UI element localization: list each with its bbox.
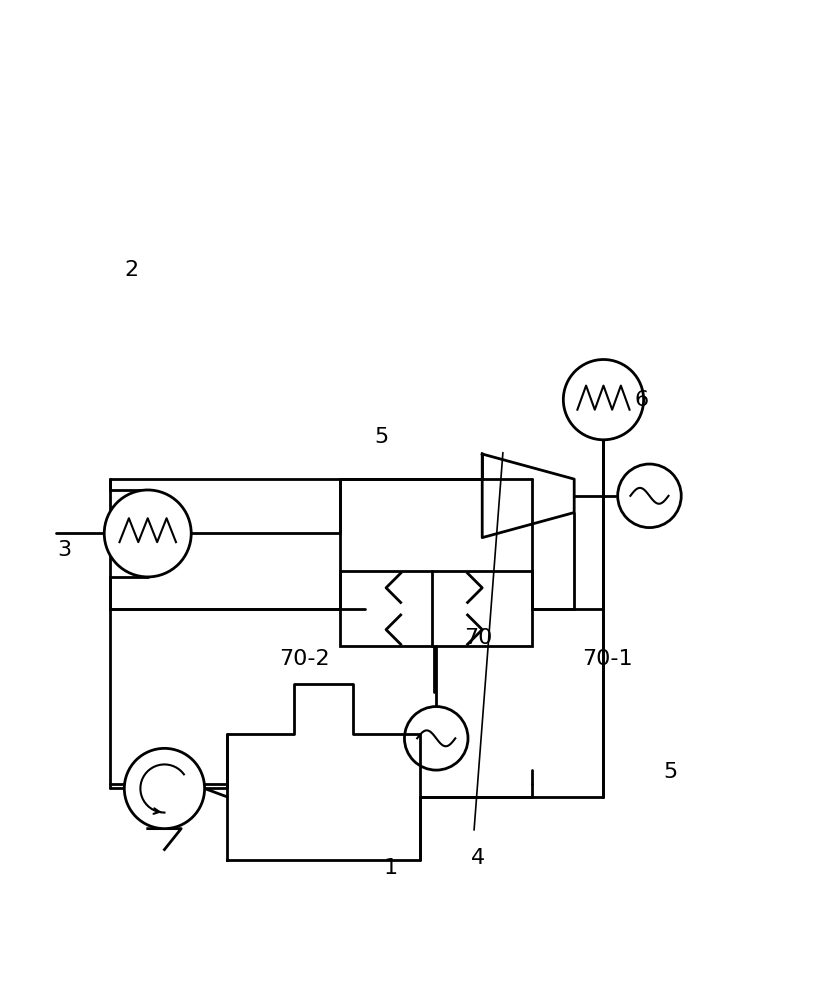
Text: 5: 5 [375, 427, 389, 447]
Text: 4: 4 [471, 848, 485, 868]
Bar [340, 571, 533, 646]
Circle shape [124, 748, 205, 829]
Text: 2: 2 [124, 260, 138, 280]
Polygon shape [227, 684, 420, 860]
Circle shape [618, 464, 681, 528]
Circle shape [563, 360, 644, 440]
Text: 1: 1 [383, 858, 398, 878]
Text: 3: 3 [57, 540, 71, 560]
Circle shape [104, 490, 191, 577]
Text: 70-2: 70-2 [279, 649, 330, 669]
Text: 70-1: 70-1 [582, 649, 633, 669]
Text: 6: 6 [634, 390, 649, 410]
Polygon shape [482, 454, 574, 538]
Text: 70: 70 [464, 628, 492, 648]
Circle shape [404, 707, 468, 770]
Text: 5: 5 [664, 762, 677, 782]
